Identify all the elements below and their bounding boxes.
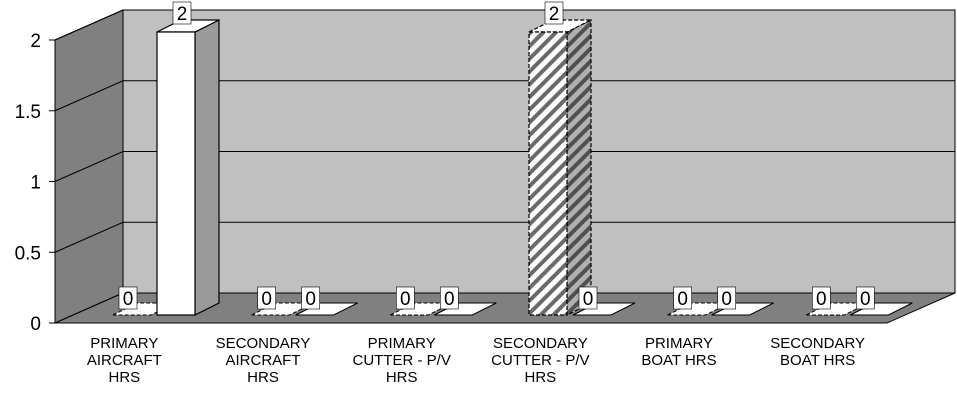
category-label-line: AIRCRAFT xyxy=(226,352,301,369)
data-label: 0 xyxy=(812,286,831,310)
category-label: PRIMARY AIRCRAFT HRS xyxy=(87,335,162,386)
category-label: SECONDARY AIRCRAFT HRS xyxy=(216,335,311,386)
data-label-box xyxy=(812,286,831,310)
bar xyxy=(156,31,196,316)
gridlines xyxy=(54,9,955,253)
data-label: 0 xyxy=(440,286,459,310)
gridline xyxy=(54,151,955,182)
data-label: 0 xyxy=(257,286,276,310)
category-label: PRIMARY BOAT HRS xyxy=(641,335,716,369)
data-label: 0 xyxy=(578,286,598,310)
category-label-line: HRS xyxy=(108,369,140,386)
gridline xyxy=(54,221,955,253)
category-label-line: HRS xyxy=(247,369,279,386)
data-label-text: 2 xyxy=(177,4,188,25)
data-label-text: 0 xyxy=(677,289,688,310)
data-label-box xyxy=(118,286,138,310)
category-label-line: HRS xyxy=(524,369,556,386)
category-label-line: CUTTER - P/V xyxy=(352,352,450,369)
y-tick-label: 1 xyxy=(30,173,41,194)
bar xyxy=(528,31,568,316)
category-label-line: SECONDARY xyxy=(216,335,311,352)
data-label-text: 0 xyxy=(305,289,316,310)
category-label-line: SECONDARY xyxy=(770,335,865,352)
data-label-box xyxy=(544,1,564,25)
data-label-text: 0 xyxy=(721,289,732,310)
bars: 0 2 0 0 0 0 2 0 0 0 0 0 xyxy=(112,1,913,316)
category-label-line: BOAT HRS xyxy=(780,352,855,369)
bar-zero xyxy=(667,302,730,316)
data-label-text: 0 xyxy=(583,289,594,310)
bar-zero xyxy=(806,302,869,316)
category-label: SECONDARY BOAT HRS xyxy=(770,335,865,369)
bar-zero xyxy=(390,302,453,316)
category-label-line: PRIMARY xyxy=(368,335,436,352)
category-label-line: PRIMARY xyxy=(645,335,713,352)
data-label-text: 0 xyxy=(816,289,827,310)
gridline xyxy=(54,80,955,112)
category-label: PRIMARY CUTTER - P/V HRS xyxy=(352,335,450,386)
data-label: 0 xyxy=(301,286,320,310)
category-label-line: PRIMARY xyxy=(90,335,158,352)
data-label-text: 0 xyxy=(444,289,455,310)
data-label-text: 2 xyxy=(549,4,560,25)
category-label-line: AIRCRAFT xyxy=(87,352,162,369)
data-label-box xyxy=(257,286,276,310)
y-tick-label: 0.5 xyxy=(15,243,41,264)
data-label-box xyxy=(717,286,736,310)
data-label-box xyxy=(440,286,459,310)
data-label: 2 xyxy=(544,1,564,25)
category-label: SECONDARY CUTTER - P/V HRS xyxy=(491,335,589,386)
data-label: 0 xyxy=(673,286,692,310)
category-label-line: BOAT HRS xyxy=(641,352,716,369)
data-label: 0 xyxy=(396,286,415,310)
data-label: 0 xyxy=(118,286,138,310)
data-label-box xyxy=(578,286,598,310)
data-label-text: 0 xyxy=(860,289,871,310)
y-tick-label: 1.5 xyxy=(15,102,41,123)
data-label: 2 xyxy=(172,1,192,25)
data-label-box xyxy=(301,286,320,310)
data-label: 0 xyxy=(856,286,875,310)
data-label-text: 0 xyxy=(123,289,134,310)
gridline xyxy=(54,9,955,41)
category-label-line: SECONDARY xyxy=(493,335,588,352)
y-tick-label: 0 xyxy=(30,314,41,335)
data-label-text: 0 xyxy=(261,289,272,310)
y-axis-ticks: 0 0.5 1 1.5 2 xyxy=(15,31,56,335)
data-label: 0 xyxy=(717,286,736,310)
data-label-box xyxy=(396,286,415,310)
y-tick-label: 2 xyxy=(30,31,41,52)
bar-side xyxy=(566,19,592,316)
data-label-box xyxy=(856,286,875,310)
data-label-box xyxy=(172,1,192,25)
bar-side xyxy=(194,19,220,316)
bar-zero xyxy=(251,302,314,316)
category-label-line: CUTTER - P/V xyxy=(491,352,589,369)
data-label-text: 0 xyxy=(400,289,411,310)
data-label-box xyxy=(673,286,692,310)
category-label-line: HRS xyxy=(386,369,418,386)
